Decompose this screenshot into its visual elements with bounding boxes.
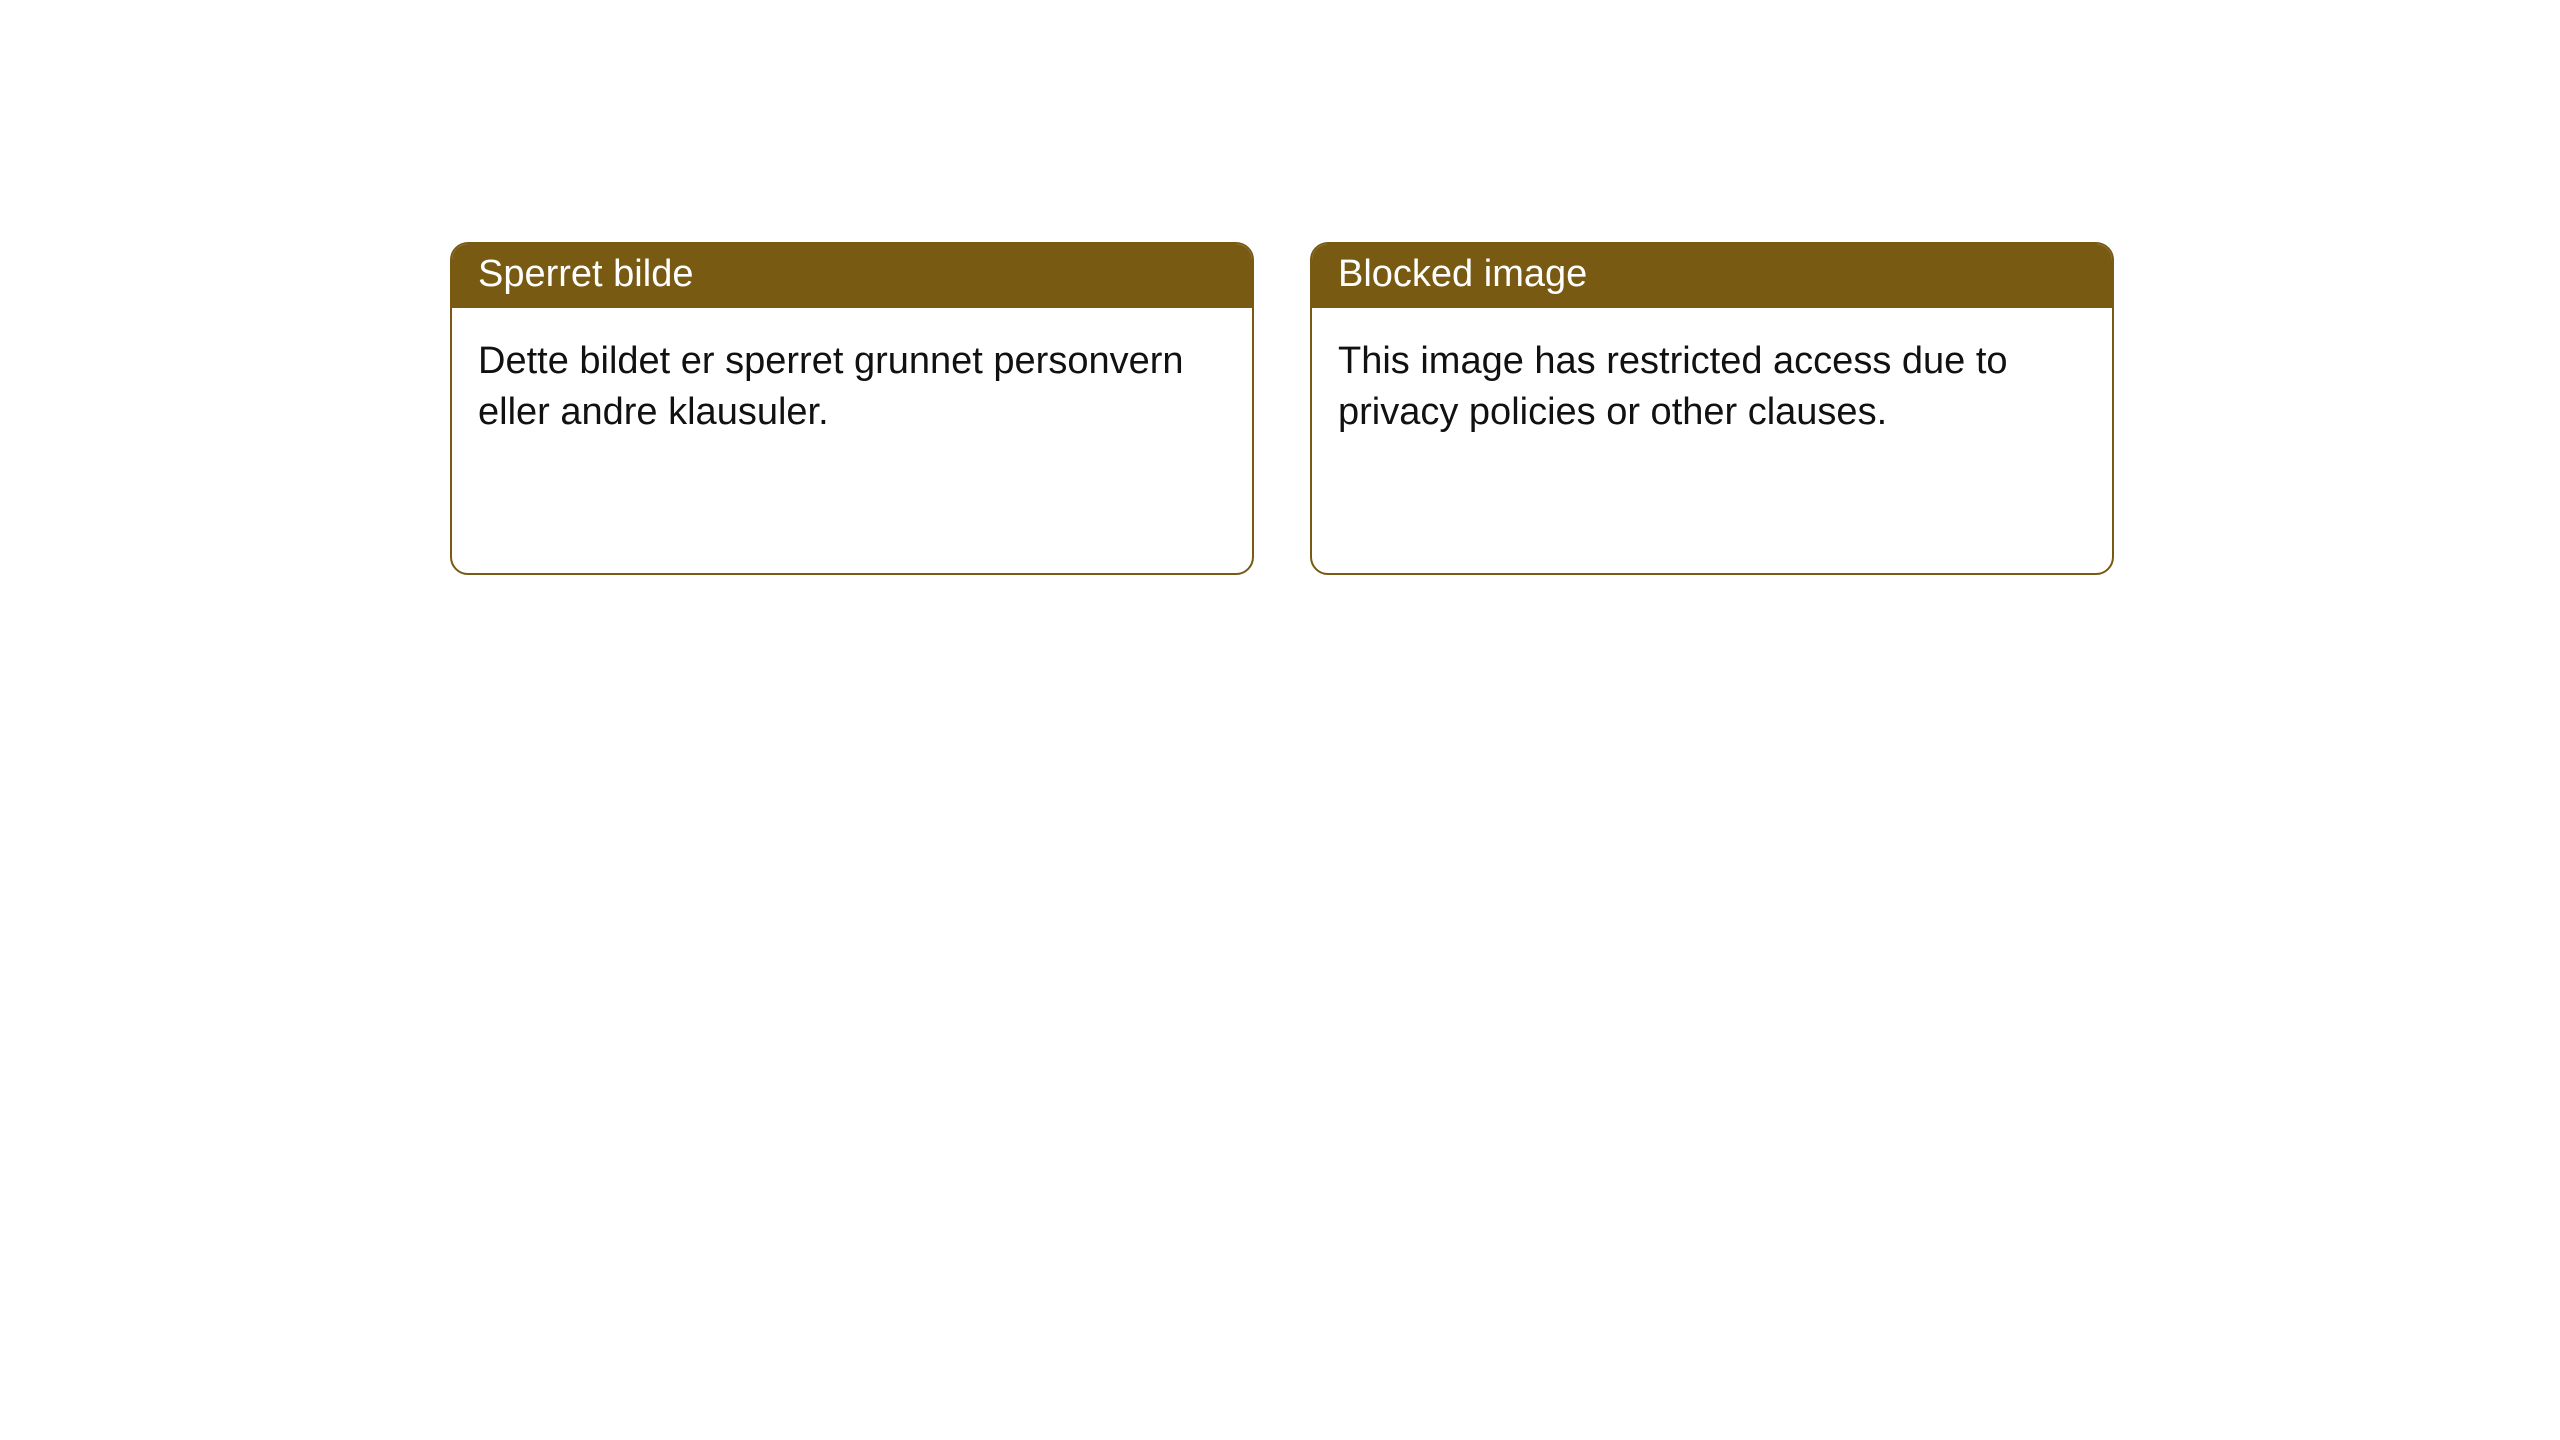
notice-container: Sperret bilde Dette bildet er sperret gr… [0, 0, 2560, 575]
notice-card-english: Blocked image This image has restricted … [1310, 242, 2114, 575]
notice-header: Blocked image [1312, 244, 2112, 308]
notice-body: This image has restricted access due to … [1312, 308, 2112, 467]
notice-card-norwegian: Sperret bilde Dette bildet er sperret gr… [450, 242, 1254, 575]
notice-body: Dette bildet er sperret grunnet personve… [452, 308, 1252, 467]
notice-header: Sperret bilde [452, 244, 1252, 308]
